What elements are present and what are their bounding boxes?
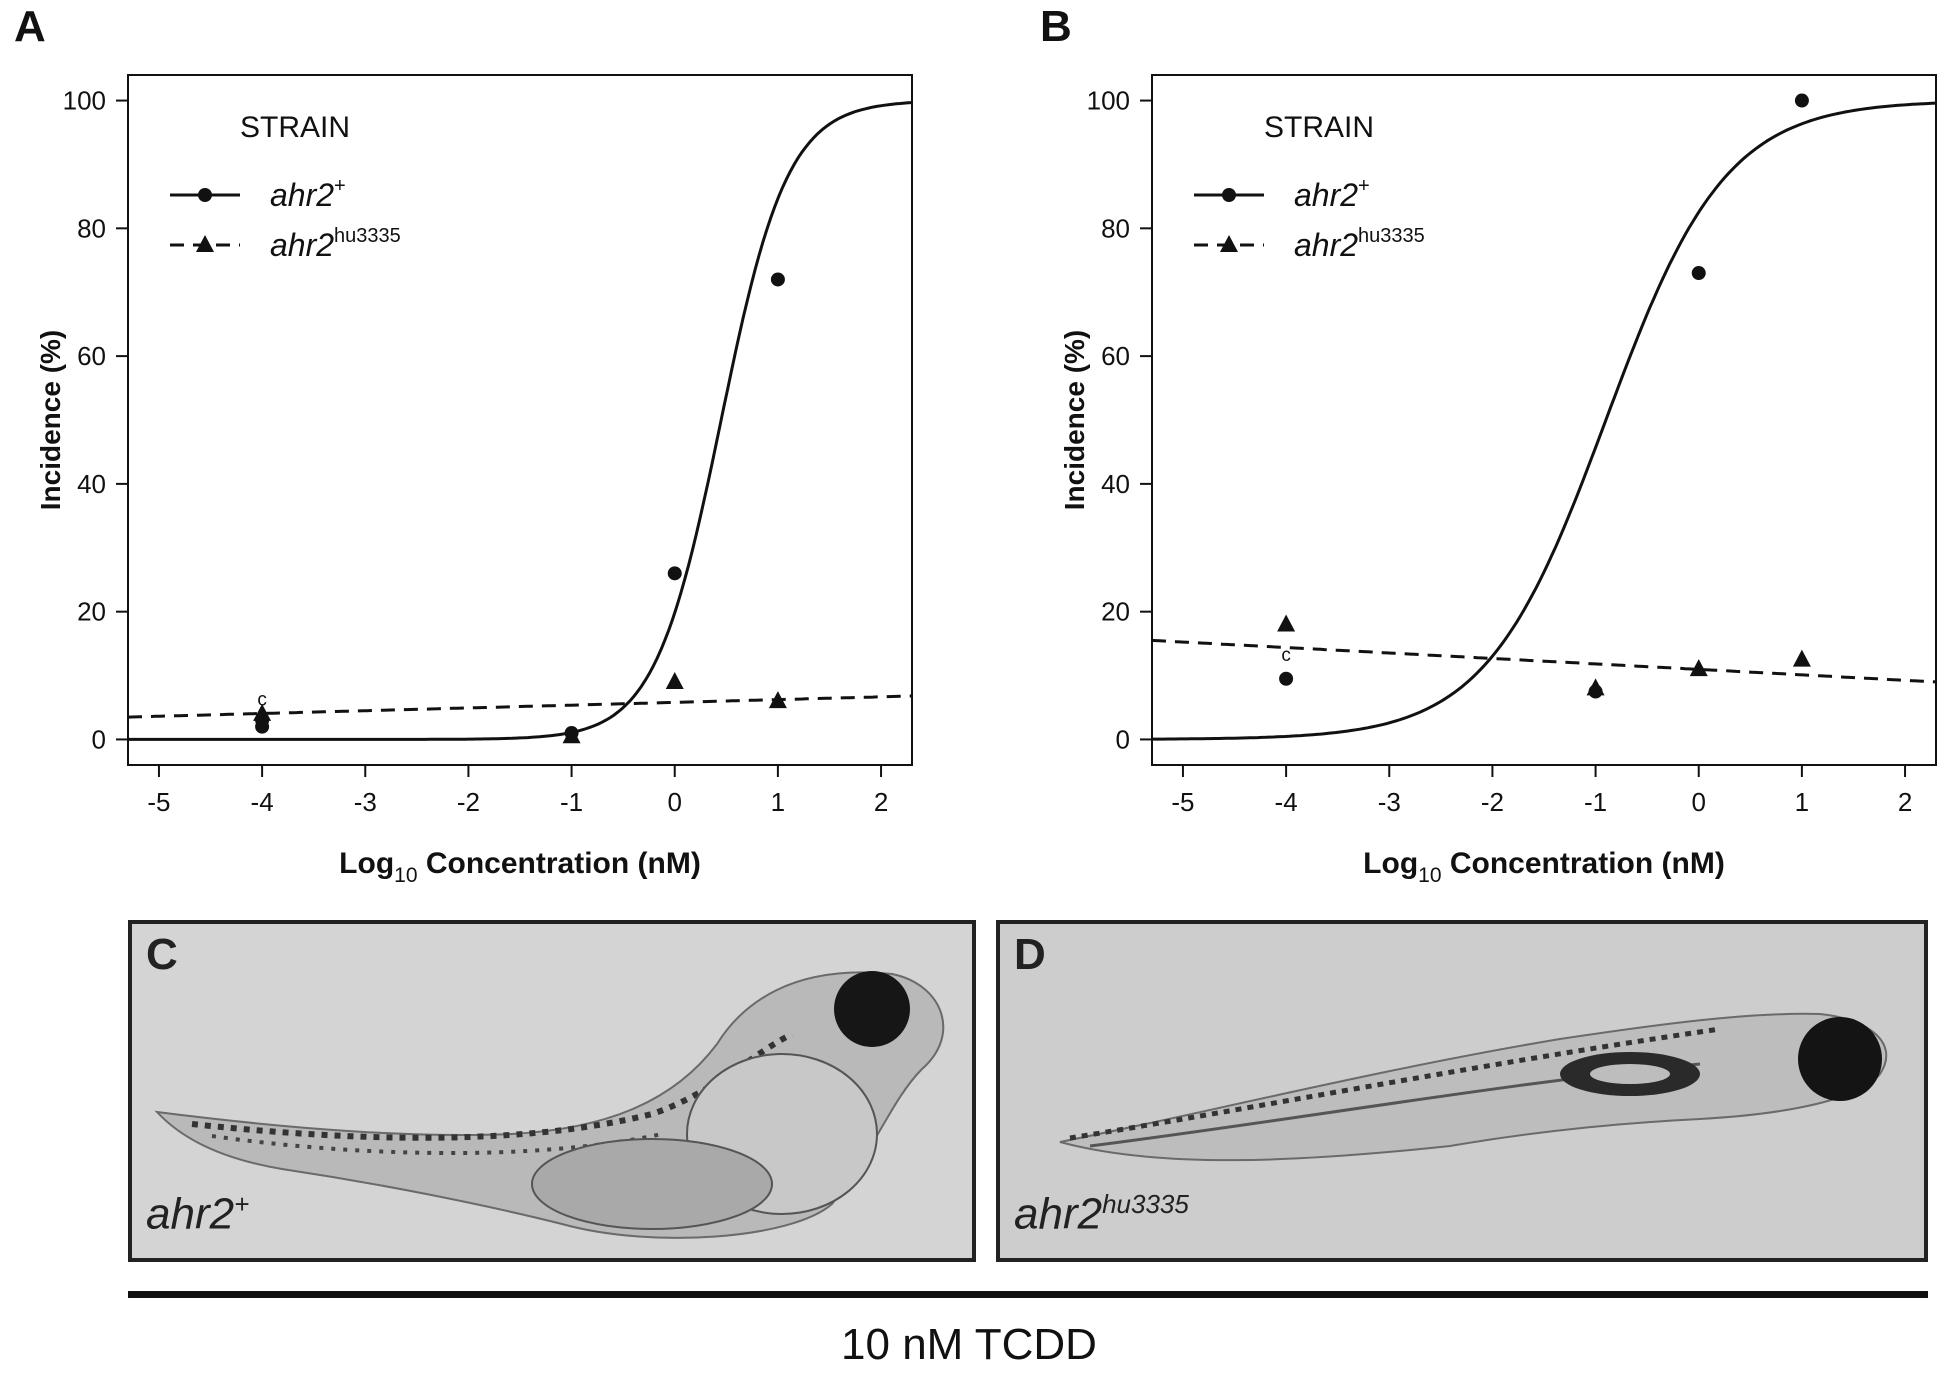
panel-letter-c: C [146,930,178,979]
chart-b-svg: 0 20 40 60 80 100 -5 -4 -3 -2 -1 0 1 2 Incidence (%) Lo… [1059,74,1937,887]
y-tick-label: 0 [1116,724,1130,754]
x-axis-label: Log10 Concentration (nM) [1363,847,1725,887]
x-axis-label: Log10 Concentration (nM) [339,847,701,887]
y-tick-label: 20 [77,597,106,627]
panel-letter-a: A [14,2,46,51]
legend-label-ahr2-hu3335: ahr2hu3335 [270,225,401,263]
legend-label-ahr2-wt: ahr2+ [270,175,346,213]
legend-title: STRAIN [240,111,350,144]
y-tick-label: 80 [1101,213,1130,243]
data-point-ahr2-hu3335 [1586,678,1605,696]
x-tick-label: -5 [147,787,170,817]
data-point-ahr2-hu3335 [253,703,272,721]
zebrafish-larva-image-d [1000,924,1924,1258]
legend-label-ahr2-hu3335: ahr2hu3335 [1294,225,1425,263]
data-point-ahr2-wt [667,566,682,581]
series-ahr2-hu3335-fit-line [128,694,912,719]
x-tick-label: 1 [771,787,785,817]
chart-a: 0 20 40 60 80 100 -5 -4 -3 -2 -1 0 1 2 Incidence (%) Lo… [0,0,960,905]
x-tick-label: -5 [1171,787,1194,817]
y-tick-label: 80 [77,213,106,243]
y-tick-label: 40 [77,469,106,499]
data-point-ahr2-hu3335 [1277,614,1296,632]
x-tick-label: -3 [354,787,377,817]
y-tick-label: 60 [1101,341,1130,371]
plot-frame [127,74,913,766]
legend-marker-ahr2-hu3335 [196,235,214,252]
x-tick-label: -4 [1275,787,1298,817]
series-ahr2-wt-fit-line [1152,101,1936,741]
y-tick-label: 60 [77,341,106,371]
y-axis-label: Incidence (%) [1059,330,1090,510]
x-tick-label: -3 [1378,787,1401,817]
control-marker-label: c [1281,645,1291,666]
series-ahr2-hu3335-fit-line [1152,638,1936,684]
y-tick-label: 100 [63,86,106,116]
photo-c: C ahr2+ [128,920,976,1262]
data-point-ahr2-wt [770,272,785,287]
legend-marker-ahr2-hu3335 [1220,235,1238,252]
genotype-label-c: ahr2+ [146,1189,250,1239]
x-tick-label: 2 [874,787,888,817]
legend-marker-ahr2-wt [1222,188,1236,202]
data-point-ahr2-wt [1279,671,1294,686]
legend-marker-ahr2-wt [198,188,212,202]
y-tick-label: 20 [1101,597,1130,627]
x-tick-label: 0 [1692,787,1706,817]
x-tick-label: -4 [251,787,274,817]
chart-b: 0 20 40 60 80 100 -5 -4 -3 -2 -1 0 1 2 Incidence (%) Lo… [1024,0,1938,905]
x-tick-label: -2 [457,787,480,817]
genotype-label-d: ahr2hu3335 [1014,1189,1189,1239]
zebrafish-larva-image-c [132,924,972,1258]
panel-letter-d: D [1014,930,1046,979]
x-tick-label: 1 [1795,787,1809,817]
plot-frame [1151,74,1937,766]
data-point-ahr2-wt [1691,266,1706,281]
photo-d: D ahr2hu3335 [996,920,1928,1262]
caption: 10 nM TCDD [841,1320,1097,1369]
y-tick-label: 100 [1087,86,1130,116]
chart-a-svg: 0 20 40 60 80 100 -5 -4 -3 -2 -1 0 1 2 Incidence (%) Lo… [35,74,913,887]
data-point-ahr2-hu3335 [1792,649,1811,667]
x-tick-label: -2 [1481,787,1504,817]
y-tick-label: 0 [92,724,106,754]
data-point-ahr2-hu3335 [665,671,684,689]
legend-label-ahr2-wt: ahr2+ [1294,175,1370,213]
control-marker-label: c [257,690,267,711]
series-ahr2-wt-fit-line [128,101,912,741]
data-point-ahr2-wt [1794,93,1809,108]
data-point-ahr2-hu3335 [1689,659,1708,677]
legend-title: STRAIN [1264,111,1374,144]
data-point-ahr2-hu3335 [562,726,581,744]
x-tick-label: -1 [560,787,583,817]
data-point-ahr2-hu3335 [768,691,787,709]
x-tick-label: 2 [1898,787,1912,817]
panel-letter-b: B [1040,2,1072,51]
scale-bar [128,1291,1928,1298]
y-axis-label: Incidence (%) [35,330,66,510]
x-tick-label: -1 [1584,787,1607,817]
x-tick-label: 0 [668,787,682,817]
y-tick-label: 40 [1101,469,1130,499]
